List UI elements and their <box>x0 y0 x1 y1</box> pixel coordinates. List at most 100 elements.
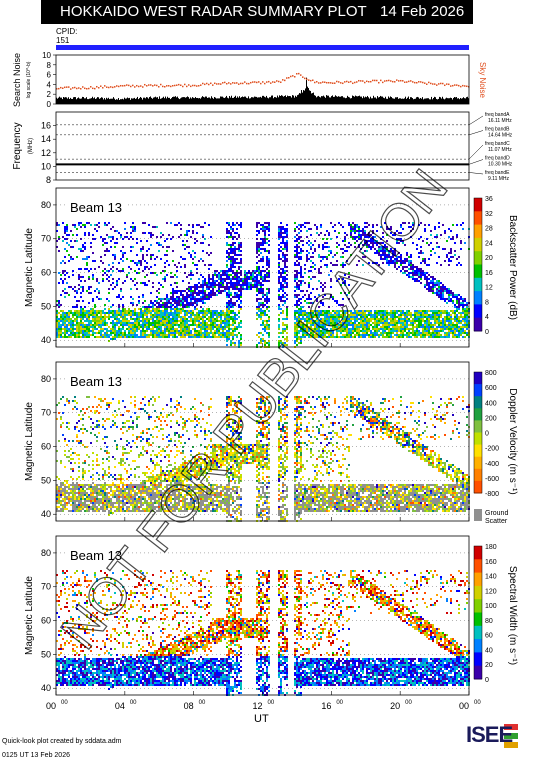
echo-cell <box>424 324 426 326</box>
echo-cell <box>424 274 426 276</box>
echo-cell <box>82 288 84 290</box>
echo-cell <box>144 318 146 320</box>
echo-cell <box>222 286 224 288</box>
echo-cell <box>168 328 170 330</box>
sky-noise-point <box>300 74 302 76</box>
echo-cell <box>368 244 370 246</box>
echo-cell <box>186 296 188 298</box>
echo-cell <box>62 270 64 272</box>
echo-cell <box>90 242 92 244</box>
search-noise-bar <box>280 96 281 104</box>
echo-cell <box>166 336 168 338</box>
echo-cell <box>90 326 92 328</box>
search-noise-bar <box>225 97 226 104</box>
echo-cell <box>126 236 128 238</box>
echo-cell <box>258 302 260 304</box>
echo-cell <box>360 248 362 250</box>
echo-cell <box>176 300 178 302</box>
echo-cell <box>226 296 228 298</box>
echo-cell <box>232 338 234 340</box>
echo-cell <box>322 310 324 312</box>
echo-cell <box>336 314 338 316</box>
echo-cell <box>150 318 152 320</box>
echo-cell <box>192 232 194 234</box>
echo-cell <box>408 272 410 274</box>
echo-cell <box>284 278 286 280</box>
search-noise-bar <box>80 98 81 104</box>
echo-cell <box>262 256 264 258</box>
echo-cell <box>210 314 212 316</box>
echo-cell <box>212 276 214 278</box>
echo-cell <box>132 318 134 320</box>
echo-cell <box>268 328 270 330</box>
echo-cell <box>230 256 232 258</box>
echo-cell <box>322 304 324 306</box>
echo-cell <box>296 306 298 308</box>
echo-cell <box>238 340 240 342</box>
echo-cell <box>350 228 352 230</box>
echo-cell <box>310 260 312 262</box>
echo-cell <box>358 332 360 334</box>
echo-cell <box>120 310 122 312</box>
echo-cell <box>68 322 70 324</box>
echo-cell <box>268 344 270 346</box>
echo-cell <box>200 274 202 276</box>
echo-cell <box>230 260 232 262</box>
echo-cell <box>132 312 134 314</box>
echo-cell <box>202 310 204 312</box>
echo-cell <box>172 260 174 262</box>
echo-cell <box>234 320 236 322</box>
echo-cell <box>188 252 190 254</box>
echo-cell <box>218 290 220 292</box>
echo-cell <box>182 244 184 246</box>
search-noise-bar <box>138 99 139 104</box>
echo-cell <box>284 256 286 258</box>
echo-cell <box>144 312 146 314</box>
echo-cell <box>140 264 142 266</box>
echo-cell <box>372 314 374 316</box>
search-noise-bar <box>187 96 188 104</box>
sky-noise-point <box>268 80 270 83</box>
echo-cell <box>364 226 366 228</box>
echo-cell <box>302 250 304 252</box>
echo-cell <box>74 226 76 228</box>
echo-cell <box>320 302 322 304</box>
echo-cell <box>360 324 362 326</box>
echo-cell <box>394 328 396 330</box>
echo-cell <box>188 328 190 330</box>
echo-cell <box>102 312 104 314</box>
echo-cell <box>262 294 264 296</box>
echo-cell <box>228 338 230 340</box>
sky-noise-point <box>170 85 172 88</box>
echo-cell <box>298 324 300 326</box>
echo-cell <box>204 296 206 298</box>
echo-cell <box>160 316 162 318</box>
echo-cell <box>432 336 434 338</box>
echo-cell <box>202 318 204 320</box>
echo-cell <box>258 280 260 282</box>
echo-cell <box>356 330 358 332</box>
echo-cell <box>304 328 306 330</box>
echo-cell <box>62 222 64 224</box>
echo-cell <box>122 306 124 308</box>
search-noise-bar <box>413 99 414 104</box>
search-noise-bar <box>186 97 187 104</box>
echo-cell <box>266 276 268 278</box>
echo-cell <box>218 312 220 314</box>
search-noise-bar <box>56 97 57 104</box>
echo-cell <box>124 314 126 316</box>
echo-cell <box>106 250 108 252</box>
echo-cell <box>412 318 414 320</box>
echo-cell <box>296 296 298 298</box>
echo-cell <box>56 320 58 322</box>
echo-cell <box>78 248 80 250</box>
echo-cell <box>58 332 60 334</box>
echo-cell <box>256 288 258 290</box>
echo-cell <box>234 312 236 314</box>
echo-cell <box>268 280 270 282</box>
echo-cell <box>230 252 232 254</box>
echo-cell <box>120 332 122 334</box>
search-noise-bar <box>104 98 105 104</box>
echo-cell <box>424 284 426 286</box>
search-noise-bar <box>383 97 384 104</box>
